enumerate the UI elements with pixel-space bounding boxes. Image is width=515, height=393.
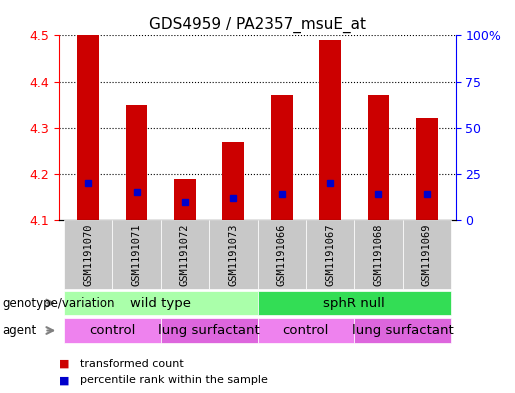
Bar — [354, 318, 451, 343]
Text: lung surfactant: lung surfactant — [352, 324, 453, 337]
Text: agent: agent — [3, 324, 37, 337]
Text: transformed count: transformed count — [80, 358, 183, 369]
Text: genotype/variation: genotype/variation — [3, 296, 115, 310]
Text: ■: ■ — [59, 358, 70, 369]
Bar — [354, 220, 403, 289]
Bar — [112, 220, 161, 289]
Bar — [306, 220, 354, 289]
Bar — [126, 105, 147, 220]
Text: GSM1191066: GSM1191066 — [277, 223, 287, 286]
Bar — [416, 118, 438, 220]
Text: GSM1191067: GSM1191067 — [325, 223, 335, 286]
Text: percentile rank within the sample: percentile rank within the sample — [80, 375, 268, 386]
Bar — [64, 318, 161, 343]
Bar — [209, 220, 258, 289]
Bar — [77, 35, 99, 220]
Text: GSM1191072: GSM1191072 — [180, 223, 190, 286]
Text: GSM1191070: GSM1191070 — [83, 223, 93, 286]
Text: GSM1191073: GSM1191073 — [228, 223, 238, 286]
Bar — [319, 40, 341, 220]
Text: control: control — [283, 324, 329, 337]
Text: GSM1191071: GSM1191071 — [132, 223, 142, 286]
Text: ■: ■ — [59, 375, 70, 386]
Bar — [64, 220, 112, 289]
Bar — [368, 95, 389, 220]
Text: control: control — [89, 324, 135, 337]
Bar — [258, 220, 306, 289]
Bar — [64, 291, 258, 315]
Bar — [271, 95, 293, 220]
Bar — [161, 318, 258, 343]
Bar — [258, 291, 451, 315]
Bar — [222, 141, 244, 220]
Title: GDS4959 / PA2357_msuE_at: GDS4959 / PA2357_msuE_at — [149, 17, 366, 33]
Bar — [174, 178, 196, 220]
Text: lung surfactant: lung surfactant — [158, 324, 260, 337]
Text: GSM1191068: GSM1191068 — [373, 223, 383, 286]
Bar — [403, 220, 451, 289]
Text: GSM1191069: GSM1191069 — [422, 223, 432, 286]
Bar — [161, 220, 209, 289]
Text: sphR null: sphR null — [323, 296, 385, 310]
Bar — [258, 318, 354, 343]
Text: wild type: wild type — [130, 296, 191, 310]
